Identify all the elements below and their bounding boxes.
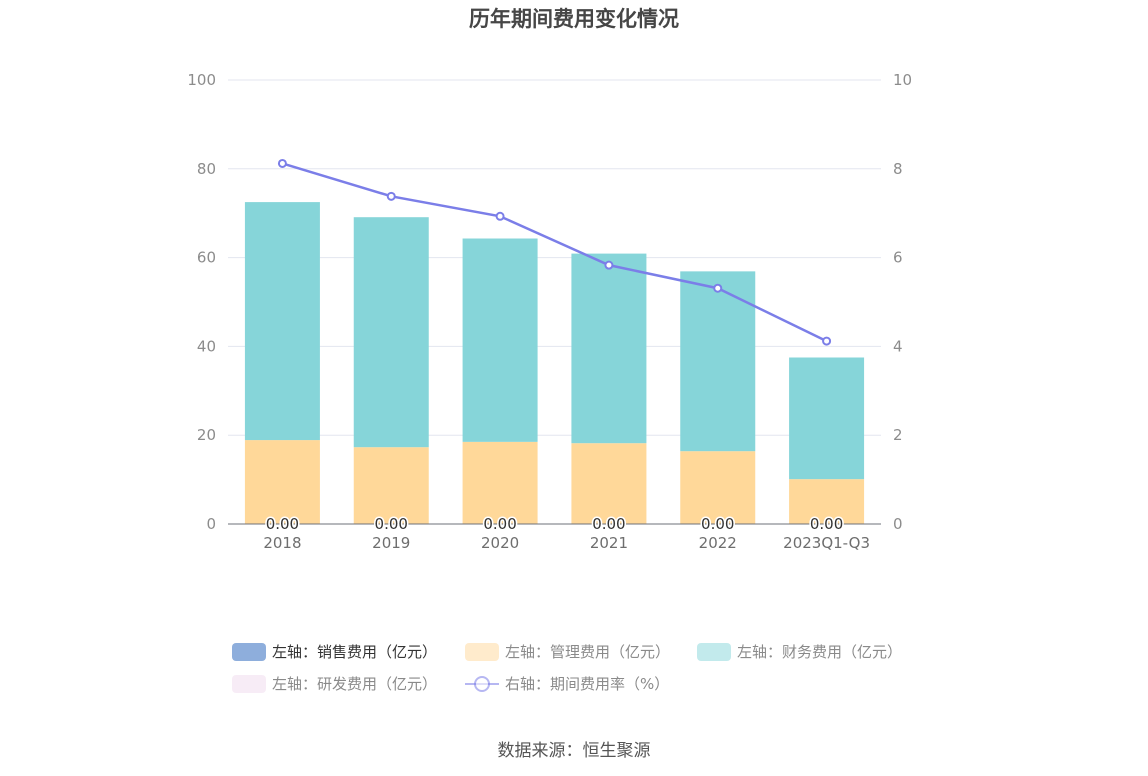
legend-swatch bbox=[465, 643, 499, 661]
bar[interactable] bbox=[244, 202, 320, 441]
legend-label: 左轴：财务费用（亿元） bbox=[737, 643, 902, 661]
rate-point[interactable] bbox=[386, 191, 396, 201]
legend-item[interactable]: 右轴：期间费用率（%） bbox=[465, 675, 669, 693]
legend-label: 左轴：管理费用（亿元） bbox=[505, 643, 670, 661]
data-label: 0.00 bbox=[375, 515, 408, 533]
right-tick-label: 8 bbox=[893, 160, 903, 178]
rate-point[interactable] bbox=[822, 336, 832, 346]
legend-swatch bbox=[232, 643, 266, 661]
legend-swatch bbox=[697, 643, 731, 661]
bar[interactable] bbox=[353, 447, 429, 524]
legend-item[interactable]: 左轴：销售费用（亿元） bbox=[232, 643, 437, 661]
data-label: 0.00 bbox=[701, 515, 734, 533]
left-tick-label: 80 bbox=[197, 160, 216, 178]
gridlines bbox=[228, 79, 881, 436]
legend-item[interactable]: 左轴：财务费用（亿元） bbox=[697, 643, 902, 661]
x-axis: 2018 2019 2020 2021 2022 2023Q1-Q3 bbox=[228, 523, 881, 552]
bar[interactable] bbox=[244, 440, 320, 524]
data-label: 0.00 bbox=[266, 515, 299, 533]
left-tick-label: 100 bbox=[187, 71, 216, 89]
rate-point[interactable] bbox=[713, 283, 723, 293]
bar[interactable] bbox=[462, 441, 538, 524]
bar[interactable] bbox=[789, 479, 865, 524]
legend-label: 左轴：销售费用（亿元） bbox=[272, 643, 437, 661]
x-tick-label: 2023Q1-Q3 bbox=[783, 534, 870, 552]
bar[interactable] bbox=[680, 451, 756, 524]
bar[interactable] bbox=[462, 238, 538, 442]
legend-label: 右轴：期间费用率（%） bbox=[505, 675, 669, 693]
rate-line-path bbox=[282, 162, 828, 343]
bar[interactable] bbox=[353, 217, 429, 448]
legend-item[interactable]: 左轴：研发费用（亿元） bbox=[232, 675, 437, 693]
left-axis: 0 20 40 60 80 100 bbox=[187, 71, 216, 533]
data-label: 0.00 bbox=[810, 515, 843, 533]
x-tick-label: 2021 bbox=[590, 534, 628, 552]
left-tick-label: 60 bbox=[197, 249, 216, 267]
legend-label: 左轴：研发费用（亿元） bbox=[272, 675, 437, 693]
rate-line bbox=[277, 158, 832, 346]
data-label: 0.00 bbox=[592, 515, 625, 533]
bar[interactable] bbox=[789, 357, 865, 480]
source-note: 数据来源：恒生聚源 bbox=[498, 741, 651, 761]
right-tick-label: 6 bbox=[893, 249, 903, 267]
right-tick-label: 0 bbox=[893, 515, 903, 533]
right-tick-label: 10 bbox=[893, 71, 912, 89]
rate-point[interactable] bbox=[277, 158, 287, 168]
x-tick-label: 2020 bbox=[481, 534, 519, 552]
bar[interactable] bbox=[571, 253, 647, 444]
right-tick-label: 2 bbox=[893, 426, 903, 444]
data-label: 0.00 bbox=[483, 515, 516, 533]
bar[interactable] bbox=[571, 443, 647, 524]
left-tick-label: 0 bbox=[206, 515, 216, 533]
legend-swatch bbox=[232, 675, 266, 693]
left-tick-label: 40 bbox=[197, 337, 216, 355]
x-tick-label: 2022 bbox=[699, 534, 737, 552]
right-tick-label: 4 bbox=[893, 337, 903, 355]
legend-item[interactable]: 左轴：管理费用（亿元） bbox=[465, 643, 670, 661]
right-axis: 0 2 4 6 8 10 bbox=[893, 71, 912, 533]
bar[interactable] bbox=[680, 271, 756, 452]
legend-marker bbox=[474, 676, 490, 692]
x-tick-label: 2019 bbox=[372, 534, 410, 552]
rate-point[interactable] bbox=[604, 260, 614, 270]
chart-title: 历年期间费用变化情况 bbox=[469, 7, 679, 31]
left-tick-label: 20 bbox=[197, 426, 216, 444]
data-labels: 0.00 0.00 0.00 0.00 0.00 0.00 bbox=[264, 514, 845, 535]
legend[interactable]: 左轴：销售费用（亿元） 左轴：管理费用（亿元） 左轴：财务费用（亿元） 左轴：研发费用… bbox=[232, 643, 902, 693]
bars bbox=[244, 202, 865, 524]
x-tick-label: 2018 bbox=[263, 534, 301, 552]
rate-point[interactable] bbox=[495, 211, 505, 221]
